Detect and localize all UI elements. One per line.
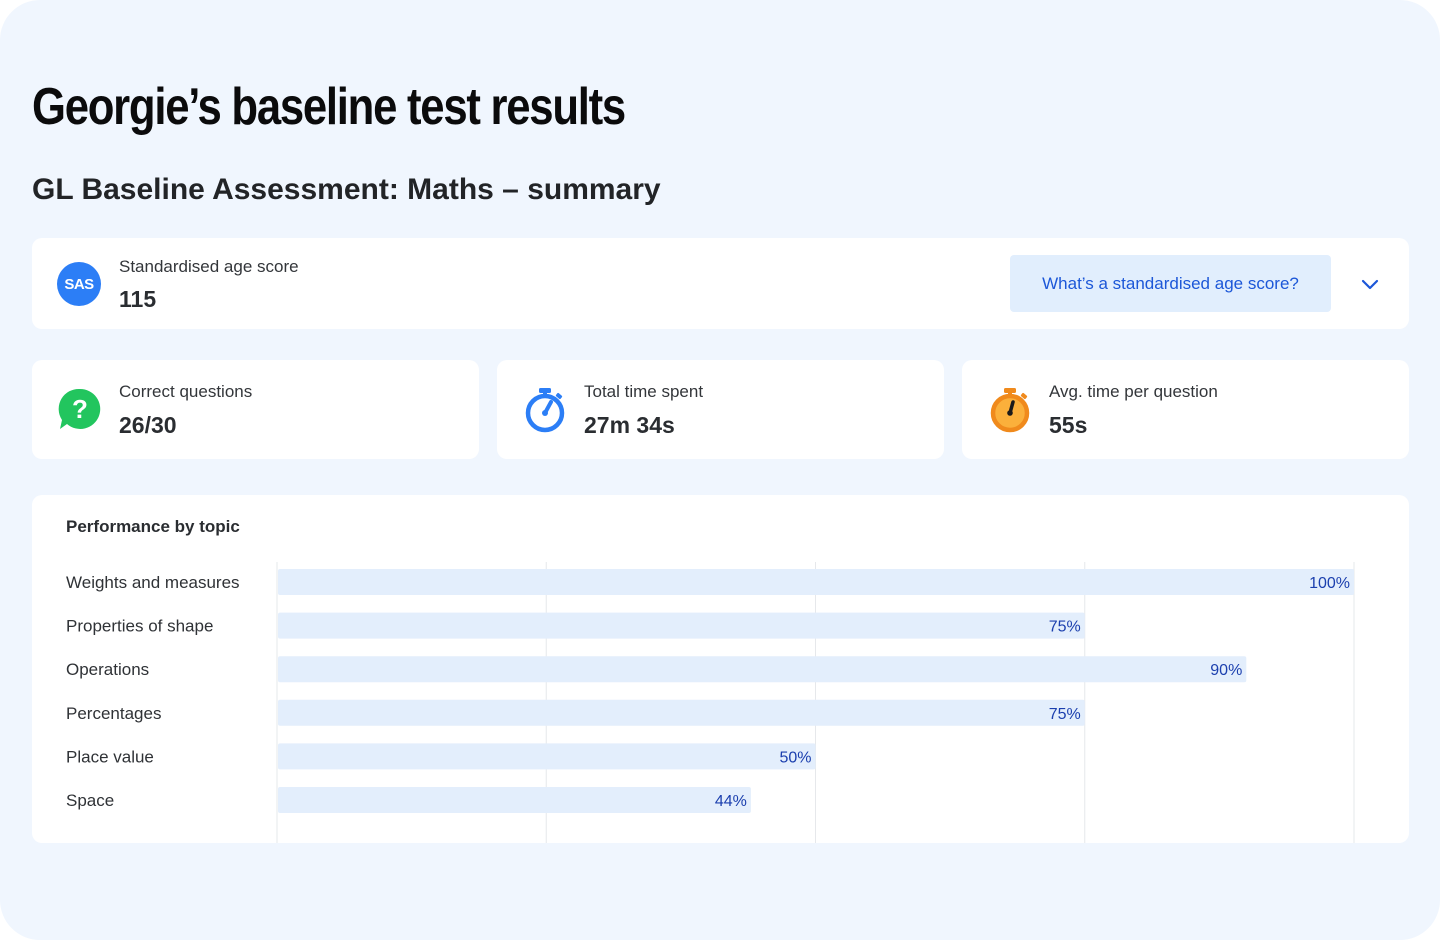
stat-label: Total time spent [584,382,704,401]
category-label: Operations [66,660,149,679]
avg-time-card: Avg. time per question 55s [962,360,1409,459]
bar-value-label: 100% [1309,575,1350,592]
category-label: Percentages [66,704,161,723]
stat-value: 26/30 [119,412,177,438]
chart-bar [278,787,751,813]
correct-questions-card: ? Correct questions 26/30 [32,360,479,459]
total-time-card: Total time spent 27m 34s [497,360,944,459]
chart-bar [278,656,1247,683]
bar-value-label: 44% [715,793,747,810]
chevron-down-icon[interactable] [1359,273,1381,295]
sas-value: 115 [119,286,157,312]
chart-bar [278,612,1085,639]
chart-title: Performance by topic [66,517,240,536]
sas-card: SAS Standardised age score 115 What’s a … [32,238,1409,329]
stat-value: 55s [1049,412,1088,438]
chart-bar [278,743,816,770]
stat-label: Avg. time per question [1049,382,1218,401]
category-label: Properties of shape [66,617,213,636]
chart-bar [278,699,1085,726]
chart-bar [278,569,1354,595]
stopwatch-icon [990,388,1030,433]
performance-chart-card: Performance by topic Weights and measure… [32,495,1409,843]
svg-text:?: ? [72,394,88,424]
sas-label: Standardised age score [119,257,299,276]
sas-badge-icon: SAS [57,262,101,306]
bar-value-label: 75% [1049,619,1081,636]
category-label: Weights and measures [66,573,240,592]
page-subtitle: GL Baseline Assessment: Maths – summary [32,173,661,206]
performance-bar-chart: Weights and measures 100% Properties of sh… [66,562,1355,843]
sas-info-button[interactable]: What’s a standardised age score? [1010,255,1331,312]
category-label: Space [66,791,114,810]
bar-value-label: 90% [1210,662,1242,679]
page-title: Georgie’s baseline test results [32,78,626,136]
category-label: Place value [66,747,154,766]
stat-label: Correct questions [119,382,253,401]
stopwatch-icon [525,388,565,433]
stat-value: 27m 34s [584,412,675,438]
question-bubble-icon: ? [58,388,101,429]
bar-value-label: 50% [779,749,811,766]
bar-value-label: 75% [1049,706,1081,723]
